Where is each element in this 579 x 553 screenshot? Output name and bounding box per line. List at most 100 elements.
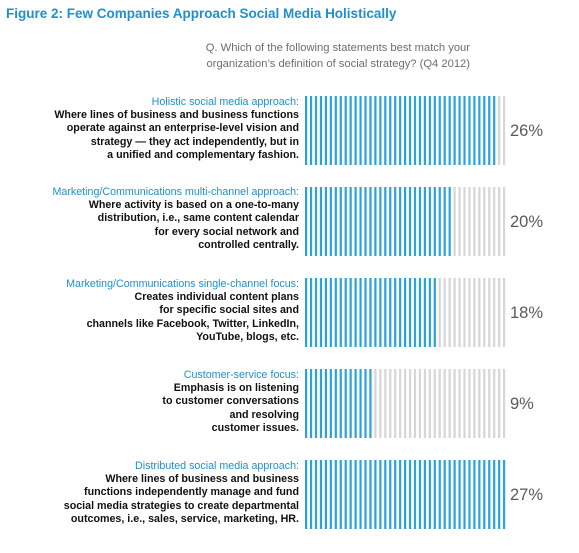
bar-stripe-filled: [389, 96, 392, 165]
bar-stripe-filled: [389, 187, 392, 256]
bar-stripe-filled: [369, 278, 372, 347]
bar-stripe-filled: [369, 187, 372, 256]
bar-stripe-filled: [354, 187, 357, 256]
bar-stripe-filled: [394, 187, 397, 256]
category-name: Marketing/Communications multi-channel a…: [52, 186, 299, 198]
bar-stripe-filled: [354, 278, 357, 347]
bar-stripe-filled: [418, 96, 422, 165]
bar-stripe-filled: [408, 278, 412, 347]
bar-stripe-filled: [448, 187, 451, 256]
bar-stripe-filled: [473, 96, 476, 165]
question-line-2: organization’s definition of social stra…: [206, 58, 470, 70]
bar-stripe-filled: [389, 278, 392, 347]
bar-stripe-empty: [448, 278, 451, 347]
bar-stripe-filled: [493, 460, 496, 529]
bar-stripe-filled: [423, 460, 426, 529]
bar-stripe-filled: [498, 460, 501, 529]
bar-stripe-filled: [453, 96, 456, 165]
bar-stripe-filled: [458, 460, 461, 529]
category-label-3: Customer-service focus: Emphasis is on l…: [162, 369, 299, 435]
bar-stripe-empty: [463, 187, 466, 256]
bar-stripe-filled: [399, 460, 402, 529]
bar-stripe-filled: [305, 187, 308, 256]
bar-stripe-filled: [433, 187, 436, 256]
bar-stripe-empty: [498, 96, 501, 165]
category-description-line: functions independently manage and fund: [84, 486, 299, 499]
category-label-0: Holistic social media approach: Where li…: [54, 96, 299, 162]
question-line-1: Q. Which of the following statements bes…: [205, 42, 470, 54]
bar-stripe-filled: [399, 278, 402, 347]
bar-stripe-empty: [488, 369, 491, 438]
bar-stripe-filled: [428, 460, 431, 529]
category-name: Customer-service focus:: [183, 369, 299, 381]
category-description-line: strategy — they act independently, but i…: [90, 135, 299, 148]
bar-stripe-filled: [349, 96, 352, 165]
bar-stripe-filled: [399, 96, 402, 165]
bar-stripe-filled: [423, 278, 426, 347]
bar-stripe-filled: [329, 369, 332, 438]
bar-stripe-empty: [443, 278, 446, 347]
bar-stripe-filled: [374, 460, 377, 529]
bar-stripe-filled: [438, 460, 441, 529]
bar-stripe-filled: [334, 187, 337, 256]
bar-stripe-filled: [389, 460, 392, 529]
bar-stripe-filled: [463, 460, 466, 529]
category-description-line: customer issues.: [211, 421, 299, 434]
bar-4: [305, 460, 506, 529]
bar-stripe-empty: [418, 369, 422, 438]
bar-stripe-filled: [413, 187, 417, 256]
bar-stripe-empty: [453, 187, 456, 256]
bar-stripe-filled: [428, 187, 431, 256]
bar-stripe-filled: [305, 278, 308, 347]
bar-stripe-empty: [384, 369, 387, 438]
bar-stripe-filled: [369, 369, 372, 438]
bar-stripe-filled: [314, 369, 318, 438]
bar-stripe-filled: [408, 187, 412, 256]
bar-stripe-empty: [483, 278, 486, 347]
bar-stripe-filled: [339, 187, 342, 256]
bar-stripe-empty: [443, 369, 446, 438]
category-description-line: Where activity is based on a one-to-many: [88, 199, 299, 212]
bar-stripe-filled: [324, 369, 327, 438]
bar-stripe-filled: [488, 460, 491, 529]
bar-stripe-filled: [329, 278, 332, 347]
bar-stripe-filled: [319, 278, 323, 347]
bar-stripe-filled: [314, 460, 318, 529]
bar-stripe-empty: [503, 369, 506, 438]
bar-stripe-filled: [324, 187, 327, 256]
bar-stripe-filled: [413, 96, 417, 165]
bar-stripe-empty: [488, 278, 491, 347]
bar-stripe-filled: [438, 96, 441, 165]
bar-stripe-filled: [433, 278, 436, 347]
category-description-line: for every social network and: [154, 225, 299, 238]
bar-stripe-filled: [344, 187, 347, 256]
bar-stripe-empty: [483, 369, 486, 438]
bar-stripe-empty: [438, 369, 441, 438]
value-label-1: 20%: [510, 213, 544, 231]
figure-title: Figure 2: Few Companies Approach Social …: [6, 6, 397, 21]
bar-stripe-filled: [314, 278, 318, 347]
category-description-line: outcomes, i.e., sales, service, marketin…: [70, 512, 299, 525]
bar-stripe-filled: [319, 460, 323, 529]
bar-stripe-empty: [488, 187, 491, 256]
bar-stripe-filled: [329, 187, 332, 256]
bar-stripe-empty: [404, 369, 407, 438]
bar-stripe-filled: [329, 96, 332, 165]
bar-stripe-empty: [408, 369, 412, 438]
bar-stripe-filled: [305, 460, 308, 529]
bar-stripe-empty: [478, 278, 481, 347]
bar-stripe-filled: [423, 187, 426, 256]
bar-stripe-filled: [339, 460, 342, 529]
bar-stripe-filled: [354, 369, 357, 438]
bar-stripe-filled: [433, 96, 436, 165]
bar-stripe-empty: [413, 369, 417, 438]
bar-stripe-filled: [339, 96, 342, 165]
bar-stripe-empty: [458, 278, 461, 347]
bar-stripe-filled: [443, 96, 446, 165]
category-description-line: controlled centrally.: [198, 238, 299, 251]
bar-stripe-filled: [314, 96, 318, 165]
bar-stripe-empty: [448, 369, 451, 438]
bar-stripe-filled: [374, 96, 377, 165]
bar-stripe-filled: [364, 369, 367, 438]
